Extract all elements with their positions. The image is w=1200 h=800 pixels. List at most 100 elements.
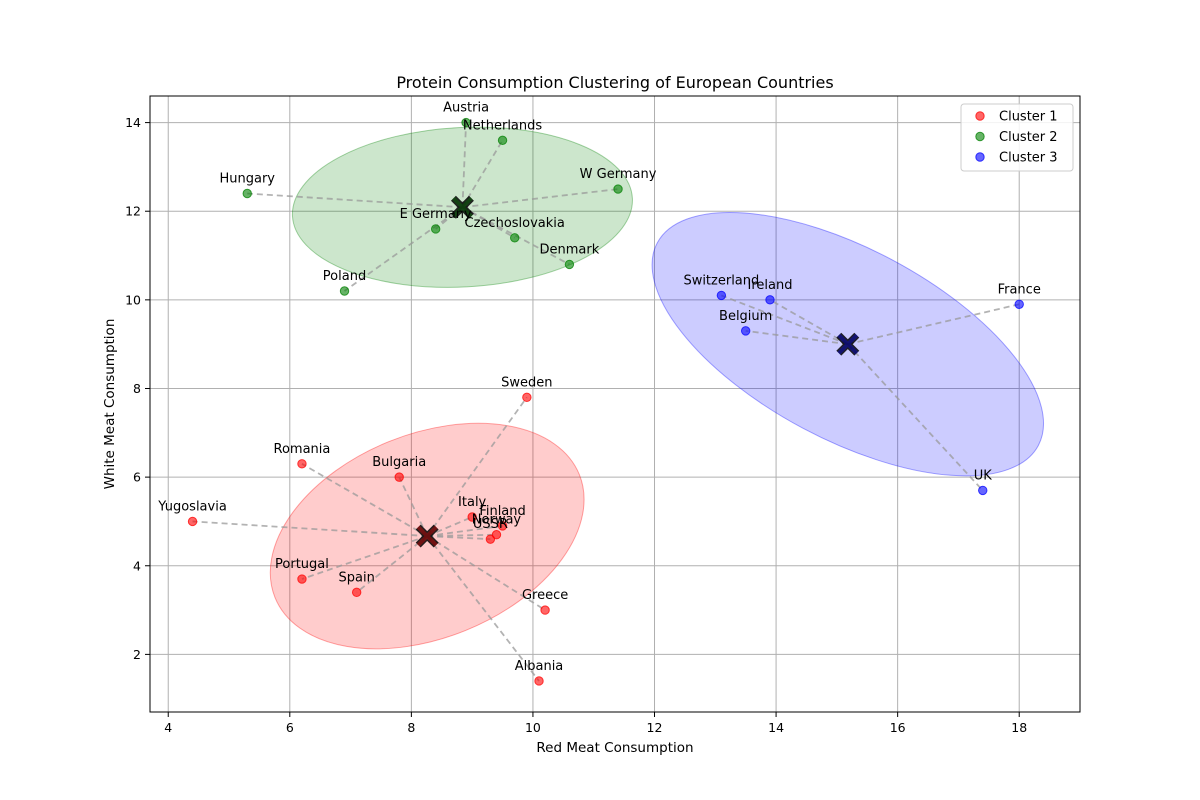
x-tick-label: 8: [407, 720, 415, 735]
centroid-marker-inner: [837, 333, 859, 355]
country-label: Yugoslavia: [157, 499, 227, 514]
country-label: Bulgaria: [372, 455, 426, 470]
country-label: Hungary: [219, 171, 275, 186]
grid: [150, 96, 1080, 712]
country-label: W Germany: [580, 167, 657, 182]
data-point: [467, 512, 477, 522]
y-tick-label: 6: [133, 470, 141, 485]
connector-line: [301, 463, 428, 537]
country-label: Ireland: [748, 278, 793, 293]
data-point: [564, 259, 575, 270]
data-points: [187, 117, 1024, 686]
legend-label: Cluster 2: [999, 130, 1058, 145]
connector-line: [301, 535, 428, 580]
connector-line: [461, 122, 467, 208]
country-label: Denmark: [540, 242, 600, 257]
country-label: Spain: [339, 570, 375, 585]
connector-line: [247, 192, 463, 209]
country-labels: Sweden Romania Bulgaria Yugoslavia ItalyFinl…: [157, 101, 1041, 674]
centroid-marker-inner: [452, 196, 473, 218]
data-point: [497, 135, 508, 146]
legend-marker: [975, 152, 985, 162]
centroid-markers: [415, 195, 860, 548]
data-point: [765, 295, 775, 305]
data-point: [540, 605, 550, 615]
connector-line: [847, 343, 984, 492]
legend-marker: [975, 111, 985, 121]
connector-line: [769, 299, 849, 345]
country-label: Romania: [274, 442, 331, 457]
plot-frame: [149, 95, 1081, 713]
country-label: Finland: [479, 504, 525, 519]
country-label: Albania: [515, 659, 564, 674]
x-tick-label: 6: [286, 720, 294, 735]
data-point: [297, 459, 307, 469]
data-point: [740, 326, 751, 336]
x-tick-label: 18: [1011, 720, 1027, 735]
centroid-marker: [415, 524, 439, 548]
data-point: [187, 516, 198, 527]
data-point: [394, 472, 404, 482]
data-point: [510, 233, 520, 243]
country-label: Switzerland: [683, 273, 759, 288]
connector-line: [192, 520, 428, 537]
connector-line: [343, 206, 463, 292]
data-point: [613, 184, 623, 194]
connector-line: [426, 516, 473, 537]
y-tick-label: 10: [125, 292, 141, 307]
x-tick-label: 12: [647, 720, 663, 735]
axes: 4 6 8 10 12 14 16 18 2 4 6 8 10 12 14: [125, 95, 1081, 735]
data-point: [978, 485, 988, 496]
data-point: [297, 574, 307, 584]
legend-label: Cluster 1: [999, 110, 1058, 125]
connector-line: [427, 524, 503, 537]
country-label: Portugal: [275, 557, 329, 572]
country-label: Sweden: [501, 375, 552, 390]
connector-line: [398, 476, 428, 537]
chart-title: Protein Consumption Clustering of Europe…: [396, 73, 833, 92]
centroid-marker-inner: [416, 525, 438, 547]
connector-line: [745, 329, 848, 346]
country-label: Austria: [443, 101, 489, 116]
connector-line: [462, 188, 619, 209]
country-label: Netherlands: [463, 118, 542, 133]
data-point: [351, 587, 362, 598]
data-point: [242, 188, 252, 199]
y-tick-label: 2: [133, 647, 141, 662]
country-label: Italy: [458, 495, 487, 510]
connector-line: [426, 535, 540, 682]
legend-box: [960, 103, 1074, 172]
legend: Cluster 1 Cluster 2 Cluster 3: [960, 103, 1074, 172]
country-label: USSR: [473, 517, 508, 532]
data-point: [430, 224, 441, 234]
connector-line: [426, 535, 546, 611]
country-label: E Germany: [400, 207, 472, 222]
country-label: Norway: [472, 513, 522, 528]
y-tick-label: 8: [133, 381, 141, 396]
country-label: Belgium: [719, 309, 772, 324]
country-label: UK: [974, 468, 993, 483]
y-tick-label: 14: [125, 115, 141, 130]
data-point: [534, 676, 544, 686]
country-label: Greece: [522, 588, 568, 603]
data-point: [497, 521, 508, 531]
data-point: [339, 286, 350, 296]
data-point: [485, 534, 496, 544]
connector-line: [427, 535, 491, 541]
x-tick-label: 10: [525, 720, 541, 735]
x-tick-label: 16: [890, 720, 906, 735]
legend-label: Cluster 3: [999, 151, 1058, 166]
y-tick-label: 12: [125, 204, 141, 219]
centroid-marker: [836, 332, 860, 356]
country-label: Czechoslovakia: [465, 216, 565, 231]
data-point: [522, 392, 532, 403]
y-axis-label: White Meat Consumption: [102, 319, 118, 490]
x-tick-label: 14: [768, 720, 784, 735]
connector-line: [356, 535, 428, 594]
data-point: [716, 290, 727, 301]
x-tick-label: 4: [164, 720, 172, 735]
centroid-marker: [450, 195, 474, 219]
x-axis-label: Red Meat Consumption: [536, 740, 693, 756]
country-label: Poland: [323, 269, 366, 284]
